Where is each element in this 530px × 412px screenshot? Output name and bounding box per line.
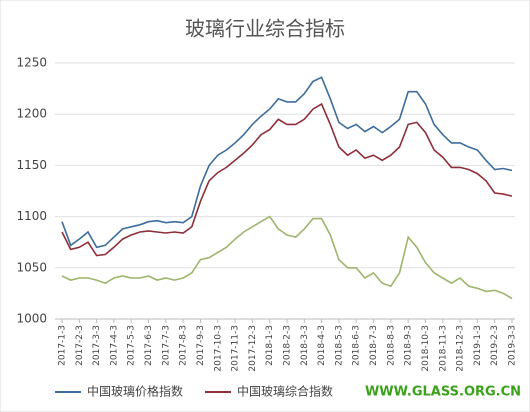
x-tick-label: 2017-8-3	[179, 325, 189, 366]
x-tick-label: 2018-6-3	[352, 325, 362, 366]
x-tick-label: 2019-3-3	[508, 325, 518, 366]
x-tick-label: 2017-1-3	[58, 325, 68, 366]
y-tick-label: 1100	[16, 209, 47, 223]
x-tick-label: 2017-5-3	[127, 325, 137, 366]
y-tick-label: 1250	[16, 56, 47, 70]
x-tick-label: 2018-7-3	[369, 325, 379, 366]
series-line	[61, 102, 513, 257]
x-tick-label: 2018-10-3	[421, 325, 431, 372]
x-tick-label: 2019-2-3	[490, 325, 500, 366]
x-tick-label: 2019-1-3	[473, 325, 483, 366]
legend-label: 中国玻璃综合指数	[237, 384, 333, 399]
legend-label: 中国玻璃价格指数	[87, 384, 183, 399]
x-tick-label: 2018-2-3	[283, 325, 293, 366]
x-tick-label: 2018-5-3	[334, 325, 344, 366]
x-tick-label: 2017-4-3	[109, 325, 119, 366]
x-tick-label: 2017-7-3	[161, 325, 171, 366]
watermark: WWW.GLASS.ORG.CN	[365, 385, 521, 400]
series-line	[61, 215, 513, 300]
x-tick-label: 2018-11-3	[438, 325, 448, 372]
x-tick-label: 2017-3-3	[92, 325, 102, 366]
x-tick-label: 2017-9-3	[196, 325, 206, 366]
x-tick-label: 2018-3-3	[300, 325, 310, 366]
x-tick-label: 2017-2-3	[75, 325, 85, 366]
y-tick-label: 1000	[16, 312, 47, 326]
y-tick-label: 1150	[16, 158, 47, 172]
chart-title: 玻璃行业综合指标	[185, 17, 345, 41]
x-tick-label: 2017-11-3	[231, 325, 241, 372]
y-tick-label: 1200	[16, 107, 47, 121]
x-tick-label: 2017-6-3	[144, 325, 154, 366]
x-tick-label: 2018-1-3	[265, 325, 275, 366]
x-tick-label: 2017-12-3	[248, 325, 258, 372]
x-tick-label: 2018-9-3	[404, 325, 414, 366]
series-line	[61, 76, 513, 249]
x-tick-label: 2017-10-3	[213, 325, 223, 372]
x-tick-label: 2018-8-3	[386, 325, 396, 366]
x-tick-label: 2018-12-3	[456, 325, 466, 372]
y-tick-label: 1050	[16, 260, 47, 274]
x-tick-label: 2018-4-3	[317, 325, 327, 366]
